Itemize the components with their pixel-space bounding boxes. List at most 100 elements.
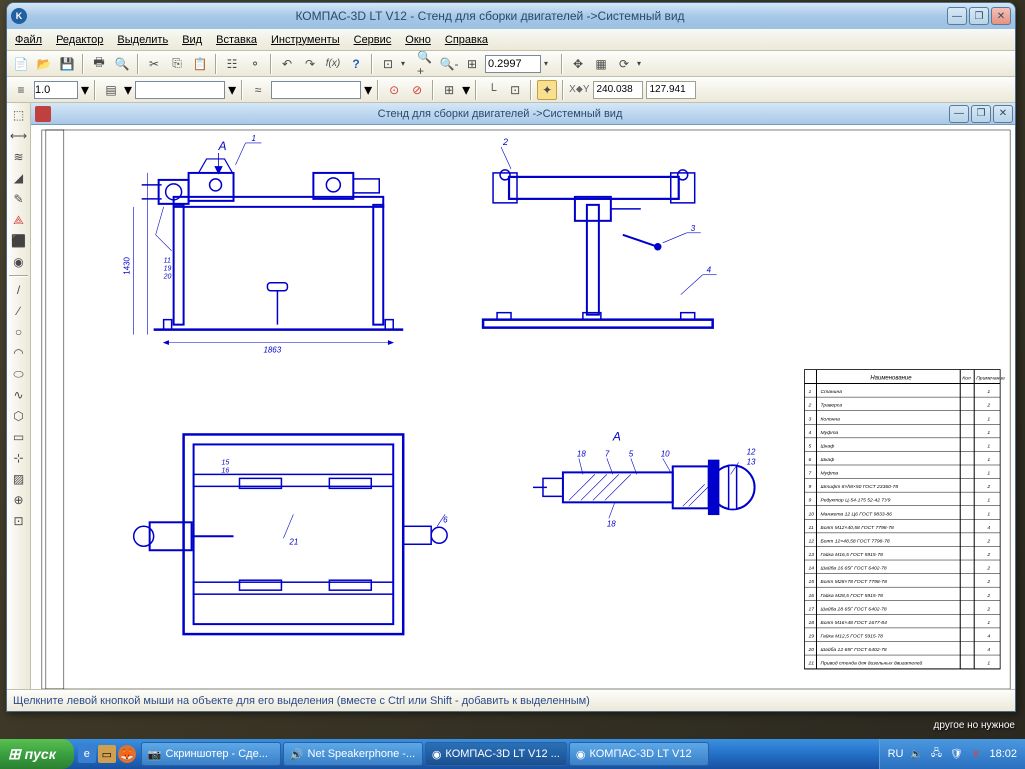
tray-av-icon[interactable]: K xyxy=(969,747,983,761)
menu-service[interactable]: Сервис xyxy=(354,34,392,46)
rect-icon[interactable]: ▭ xyxy=(9,427,29,447)
geom-icon[interactable]: ⬚ xyxy=(9,105,29,125)
spec-icon[interactable]: ◉ xyxy=(9,252,29,272)
coord-y: 127.941 xyxy=(646,81,696,99)
meas-icon[interactable]: ⟁ xyxy=(9,210,29,230)
edit-icon[interactable]: ◢ xyxy=(9,168,29,188)
lang-indicator[interactable]: RU xyxy=(888,748,904,760)
svg-text:7: 7 xyxy=(605,449,610,458)
task-1[interactable]: 📷Скриншотер - Сде... xyxy=(141,742,281,766)
aux-icon[interactable]: ⊕ xyxy=(9,490,29,510)
refresh-icon[interactable]: ⟳ xyxy=(614,54,634,74)
app-window: K КОМПАС-3D LT V12 - Стенд для сборки дв… xyxy=(6,2,1016,712)
desktop-shortcut-label[interactable]: другое но нужное xyxy=(934,720,1015,731)
vars-icon[interactable]: ⚬ xyxy=(245,54,265,74)
text-icon[interactable]: ≋ xyxy=(9,147,29,167)
round-icon[interactable]: ⊡ xyxy=(505,80,525,100)
svg-text:2: 2 xyxy=(986,484,990,490)
param-icon[interactable]: ✎ xyxy=(9,189,29,209)
preview-icon[interactable]: 🔍 xyxy=(112,54,132,74)
svg-text:1: 1 xyxy=(987,620,990,626)
style-input[interactable] xyxy=(271,81,361,99)
ql-desktop-icon[interactable]: ▭ xyxy=(98,745,116,763)
grid-icon[interactable]: ⊞ xyxy=(439,80,459,100)
save-icon[interactable]: 💾 xyxy=(57,54,77,74)
dim-icon[interactable]: ⟷ xyxy=(9,126,29,146)
cut-icon[interactable]: ✂ xyxy=(144,54,164,74)
zoomout-icon[interactable]: 🔍- xyxy=(439,54,459,74)
zoomwin-icon[interactable]: ⊡ xyxy=(378,54,398,74)
copy-icon[interactable]: ⎘ xyxy=(167,54,187,74)
start-button[interactable]: ⊞ пуск xyxy=(0,739,74,769)
svg-text:5: 5 xyxy=(808,443,811,449)
clock[interactable]: 18:02 xyxy=(989,748,1017,760)
point-icon[interactable]: ⊹ xyxy=(9,448,29,468)
redo-icon[interactable]: ↷ xyxy=(300,54,320,74)
layer-input[interactable] xyxy=(135,81,225,99)
paste-icon[interactable]: 📋 xyxy=(190,54,210,74)
pan-icon[interactable]: ✥ xyxy=(568,54,588,74)
menu-tools[interactable]: Инструменты xyxy=(271,34,340,46)
tray-shield-icon[interactable]: 🛡 xyxy=(949,747,963,761)
ortho-icon[interactable]: └ xyxy=(482,80,502,100)
menu-window[interactable]: Окно xyxy=(405,34,431,46)
ellipse-icon[interactable]: ⬭ xyxy=(9,364,29,384)
hatch-icon[interactable]: ▨ xyxy=(9,469,29,489)
print-icon[interactable]: 🖶 xyxy=(89,54,109,74)
task-3[interactable]: ◉КОМПАС-3D LT V12 ... xyxy=(425,742,567,766)
help-icon[interactable]: ? xyxy=(346,54,366,74)
menu-edit[interactable]: Редактор xyxy=(56,34,103,46)
poly-icon[interactable]: ⬡ xyxy=(9,406,29,426)
tray-net-icon[interactable]: 🖧 xyxy=(929,747,943,761)
snap2-icon[interactable]: ⊘ xyxy=(407,80,427,100)
menu-insert[interactable]: Вставка xyxy=(216,34,257,46)
linewidth-icon[interactable]: ≡ xyxy=(11,80,31,100)
task-icon: 🔊 xyxy=(290,748,304,761)
fx-icon[interactable]: f(x) xyxy=(323,54,343,74)
svg-text:2: 2 xyxy=(986,403,990,409)
menu-view[interactable]: Вид xyxy=(182,34,202,46)
maximize-button[interactable]: ❐ xyxy=(969,7,989,25)
style-icon[interactable]: ≈ xyxy=(248,80,268,100)
ql-firefox-icon[interactable]: 🦊 xyxy=(118,745,136,763)
system-tray[interactable]: RU 🔈 🖧 🛡 K 18:02 xyxy=(879,739,1025,769)
menu-help[interactable]: Справка xyxy=(445,34,488,46)
sheet-icon[interactable]: ⊡ xyxy=(9,511,29,531)
ql-ie-icon[interactable]: e xyxy=(78,745,96,763)
task-2[interactable]: 🔊 Net Speakerphone -... xyxy=(283,742,423,766)
svg-text:Шайба 12 65Г ГОСТ 6402-78: Шайба 12 65Г ГОСТ 6402-78 xyxy=(820,646,886,653)
doc-close-button[interactable]: ✕ xyxy=(993,105,1013,123)
new-icon[interactable]: 📄 xyxy=(11,54,31,74)
close-button[interactable]: ✕ xyxy=(991,7,1011,25)
sel-icon[interactable]: ⬛ xyxy=(9,231,29,251)
titlebar[interactable]: K КОМПАС-3D LT V12 - Стенд для сборки дв… xyxy=(7,3,1015,29)
doc-titlebar[interactable]: Стенд для сборки двигателей ->Системный … xyxy=(31,103,1015,125)
menu-select[interactable]: Выделить xyxy=(117,34,168,46)
minimize-button[interactable]: — xyxy=(947,7,967,25)
doc-max-button[interactable]: ❐ xyxy=(971,105,991,123)
open-icon[interactable]: 📂 xyxy=(34,54,54,74)
prop-icon[interactable]: ☷ xyxy=(222,54,242,74)
doc-min-button[interactable]: — xyxy=(949,105,969,123)
zoom-input[interactable] xyxy=(485,55,541,73)
rebuild-icon[interactable]: ▦ xyxy=(591,54,611,74)
snap1-icon[interactable]: ⊙ xyxy=(384,80,404,100)
zoomfit-icon[interactable]: ⊞ xyxy=(462,54,482,74)
linewidth-input[interactable] xyxy=(34,81,78,99)
circle-icon[interactable]: ○ xyxy=(9,322,29,342)
line-icon[interactable]: / xyxy=(9,280,29,300)
svg-text:Шкаф: Шкаф xyxy=(820,443,834,449)
task-label: Net Speakerphone -... xyxy=(308,748,416,760)
tray-sound-icon[interactable]: 🔈 xyxy=(909,747,923,761)
zoomin-icon[interactable]: 🔍+ xyxy=(416,54,436,74)
layer-icon[interactable]: ▤ xyxy=(101,80,121,100)
undo-icon[interactable]: ↶ xyxy=(277,54,297,74)
drawing-canvas[interactable]: A 1430 1863 xyxy=(31,125,1015,689)
arc-icon[interactable]: ◠ xyxy=(9,343,29,363)
line2-icon[interactable]: ∕ xyxy=(9,301,29,321)
local-icon[interactable]: ✦ xyxy=(537,80,557,100)
task-icon: ◉ xyxy=(432,748,442,761)
menu-file[interactable]: Файл xyxy=(15,34,42,46)
spline-icon[interactable]: ∿ xyxy=(9,385,29,405)
task-4[interactable]: ◉КОМПАС-3D LT V12 xyxy=(569,742,709,766)
